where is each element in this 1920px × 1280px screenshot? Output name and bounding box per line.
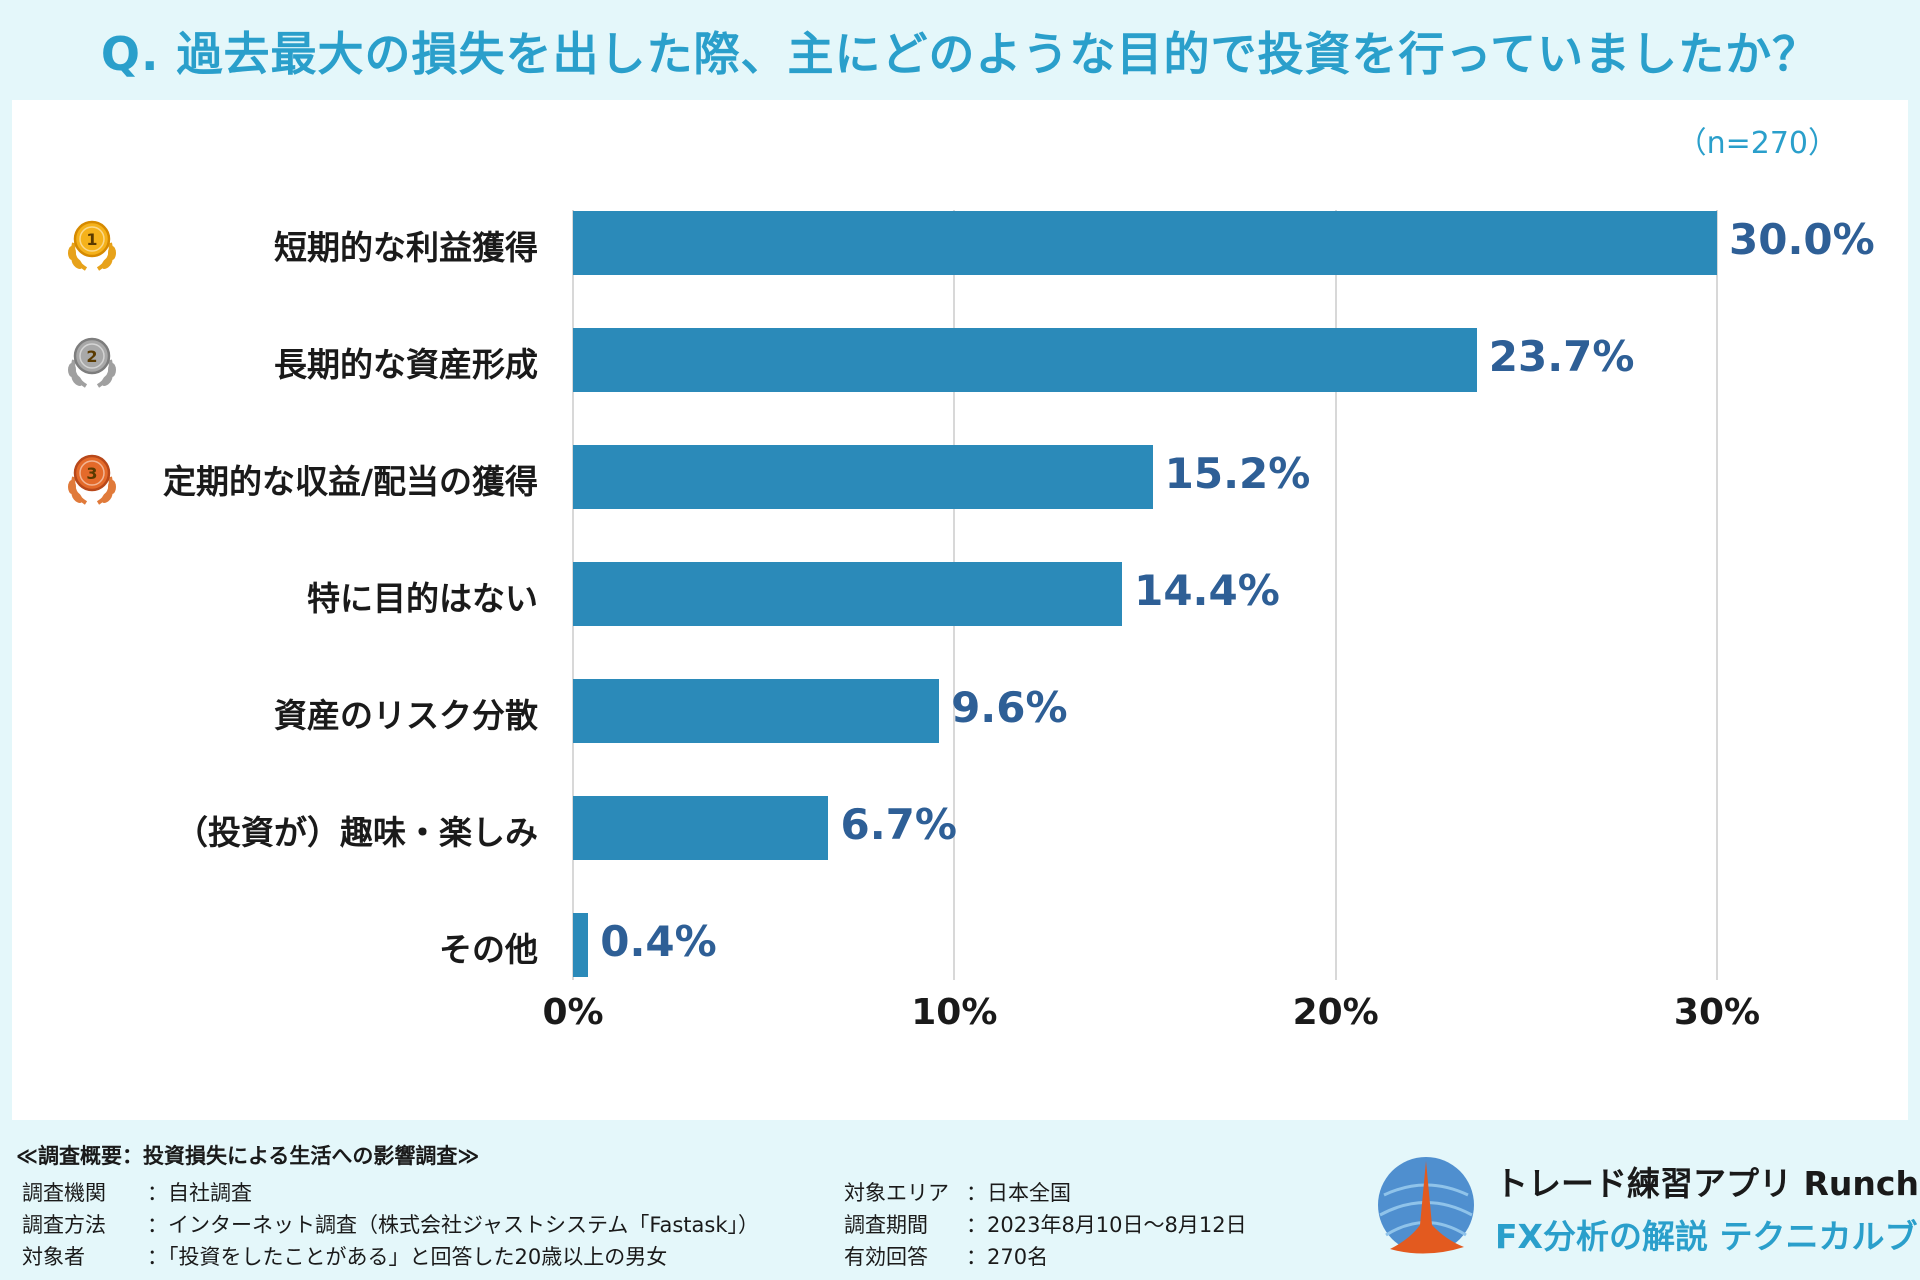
survey-key: 有効回答 (844, 1245, 928, 1269)
category-label: 短期的な利益獲得 (274, 228, 538, 267)
value-label: 30.0% (1729, 215, 1875, 264)
survey-value: ：日本全国 (966, 1181, 1071, 1205)
value-label: 14.4% (1134, 566, 1280, 615)
survey-key: 調査期間 (844, 1213, 928, 1237)
runcha-logo-icon (1378, 1157, 1474, 1254)
bar (573, 211, 1717, 275)
survey-key: 調査方法 (22, 1213, 106, 1237)
chart-panel: （n=270） 0% 10% 20% 30% 短期的な利益獲得 30.0% 1 長期的な資産形… (12, 100, 1908, 1120)
survey-row: 調査方法 ：インターネット調査（株式会社ジャストシステム「Fastask」） (22, 1209, 759, 1239)
sample-size: （n=270） (1676, 126, 1838, 161)
survey-value: ：自社調査 (147, 1181, 252, 1205)
bar (573, 913, 589, 977)
category-label: その他 (439, 930, 538, 969)
chart-title: Q. 過去最大の損失を出した際、主にどのような目的で投資を行っていましたか？ (100, 27, 1820, 81)
brand-name: トレード練習アプリ Runcha (1495, 1164, 1920, 1203)
x-gridline (1716, 210, 1718, 980)
survey-value: ：「投資をしたことがある」と回答した20歳以上の男女 (147, 1245, 668, 1269)
x-tick-label: 30% (1673, 992, 1761, 1033)
rank-number: 1 (86, 230, 97, 249)
survey-key: 調査機関 (22, 1181, 106, 1205)
x-tick-label: 20% (1292, 992, 1379, 1033)
bar (573, 796, 829, 860)
x-gridline (1334, 210, 1337, 980)
bar (573, 328, 1477, 392)
value-label: 6.7% (840, 800, 957, 849)
survey-row: 対象エリア ：日本全国 (844, 1177, 1071, 1207)
category-label: 定期的な収益/配当の獲得 (162, 462, 538, 501)
category-label: 長期的な資産形成 (274, 345, 538, 384)
survey-value: ：270名 (966, 1245, 1049, 1269)
bar (573, 679, 940, 743)
survey-title: ≪調査概要：投資損失による生活への影響調査≫ (16, 1144, 480, 1168)
survey-value: ：インターネット調査（株式会社ジャストシステム「Fastask」） (147, 1213, 759, 1237)
survey-value: ：2023年8月10日〜8月12日 (966, 1213, 1247, 1237)
value-label: 23.7% (1488, 332, 1635, 381)
gold-medal-icon: 1 (68, 220, 116, 271)
category-label: 特に目的はない (307, 579, 538, 618)
survey-row: 対象者 ：「投資をしたことがある」と回答した20歳以上の男女 (22, 1241, 667, 1271)
brand-subtitle: FX分析の解説 テクニカルブック (1495, 1217, 1920, 1256)
value-label: 9.6% (951, 683, 1068, 732)
value-label: 15.2% (1164, 449, 1311, 498)
bar (573, 562, 1123, 626)
category-label: 資産のリスク分散 (274, 696, 538, 735)
survey-key: 対象エリア (844, 1181, 949, 1205)
survey-row: 調査機関 ：自社調査 (22, 1177, 252, 1207)
value-label: 0.4% (600, 917, 717, 966)
rank-number: 3 (86, 464, 97, 483)
category-label: （投資が）趣味・楽しみ (175, 813, 538, 852)
bar (573, 445, 1153, 509)
x-tick-label: 0% (542, 992, 604, 1033)
survey-key: 対象者 (22, 1245, 85, 1269)
x-tick-label: 10% (911, 992, 998, 1033)
survey-row: 調査期間 ：2023年8月10日〜8月12日 (844, 1209, 1247, 1239)
silver-medal-icon: 2 (68, 337, 116, 388)
bronze-medal-icon: 3 (68, 454, 116, 505)
survey-row: 有効回答 ：270名 (844, 1241, 1048, 1271)
rank-number: 2 (86, 347, 97, 366)
